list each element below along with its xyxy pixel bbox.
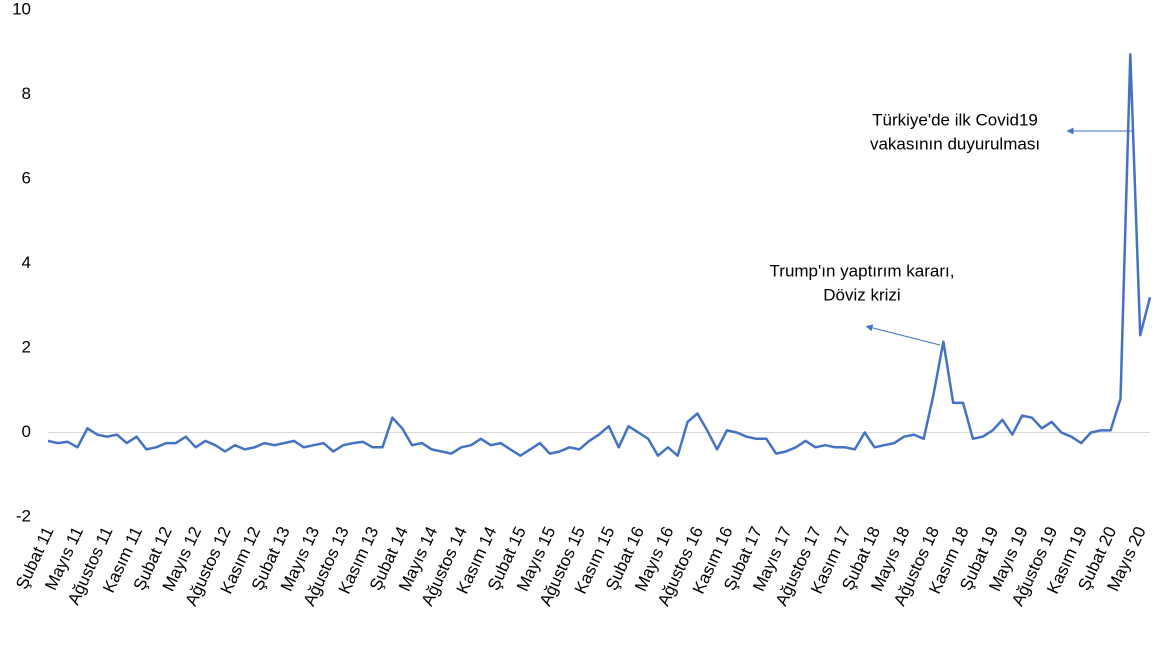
y-tick-label: 2 (22, 337, 31, 356)
y-tick-label: 6 (22, 168, 31, 187)
y-tick-label: 0 (22, 422, 31, 441)
y-tick-label: 4 (22, 253, 31, 272)
line (47, 53, 1152, 457)
y-tick-label: 8 (22, 84, 31, 103)
annotation: Döviz krizi (823, 285, 900, 304)
y-tick-label: 10 (12, 0, 31, 18)
y-tick-label: -2 (16, 506, 31, 525)
annotation: Trump'ın yaptırım kararı, (770, 261, 955, 280)
annotation: Türkiye'de ilk Covid19 (872, 110, 1038, 129)
annotation: vakasının duyurulması (870, 134, 1040, 153)
annotation-arrow (865, 324, 941, 346)
